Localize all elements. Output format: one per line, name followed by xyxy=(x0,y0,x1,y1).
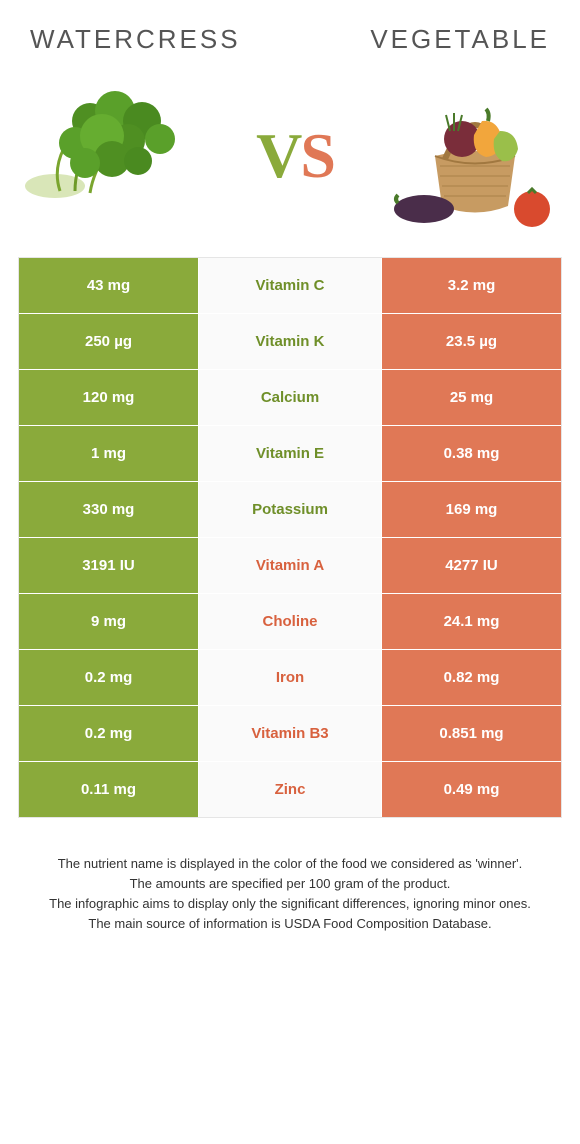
hero-row: VS xyxy=(18,81,562,257)
table-row: 120 mgCalcium25 mg xyxy=(19,370,561,426)
footer-line: The nutrient name is displayed in the co… xyxy=(42,854,538,874)
left-value: 120 mg xyxy=(19,370,199,425)
vs-v: V xyxy=(256,120,300,191)
left-value: 43 mg xyxy=(19,258,199,313)
right-value: 4277 IU xyxy=(381,538,561,593)
left-value: 0.2 mg xyxy=(19,706,199,761)
table-row: 0.2 mgIron0.82 mg xyxy=(19,650,561,706)
right-value: 3.2 mg xyxy=(381,258,561,313)
left-value: 250 µg xyxy=(19,314,199,369)
right-value: 0.38 mg xyxy=(381,426,561,481)
left-title: Watercress xyxy=(30,24,241,55)
right-value: 0.49 mg xyxy=(381,762,561,817)
nutrient-name: Potassium xyxy=(199,482,381,537)
left-value: 9 mg xyxy=(19,594,199,649)
table-row: 330 mgPotassium169 mg xyxy=(19,482,561,538)
table-row: 43 mgVitamin C3.2 mg xyxy=(19,258,561,314)
vs-s: S xyxy=(300,120,334,191)
right-value: 24.1 mg xyxy=(381,594,561,649)
left-value: 1 mg xyxy=(19,426,199,481)
nutrient-table: 43 mgVitamin C3.2 mg250 µgVitamin K23.5 … xyxy=(18,257,562,818)
nutrient-name: Zinc xyxy=(199,762,381,817)
right-value: 23.5 µg xyxy=(381,314,561,369)
table-row: 250 µgVitamin K23.5 µg xyxy=(19,314,561,370)
table-row: 1 mgVitamin E0.38 mg xyxy=(19,426,561,482)
footer-line: The main source of information is USDA F… xyxy=(42,914,538,934)
infographic-container: Watercress Vegetable V xyxy=(0,0,580,935)
nutrient-name: Iron xyxy=(199,650,381,705)
right-value: 169 mg xyxy=(381,482,561,537)
vegetable-basket-image xyxy=(390,81,560,231)
table-row: 0.2 mgVitamin B30.851 mg xyxy=(19,706,561,762)
nutrient-name: Vitamin C xyxy=(199,258,381,313)
table-row: 0.11 mgZinc0.49 mg xyxy=(19,762,561,818)
nutrient-name: Vitamin E xyxy=(199,426,381,481)
table-row: 3191 IUVitamin A4277 IU xyxy=(19,538,561,594)
left-value: 330 mg xyxy=(19,482,199,537)
nutrient-name: Vitamin A xyxy=(199,538,381,593)
nutrient-name: Vitamin K xyxy=(199,314,381,369)
footer-notes: The nutrient name is displayed in the co… xyxy=(18,854,562,935)
left-value: 0.2 mg xyxy=(19,650,199,705)
left-value: 0.11 mg xyxy=(19,762,199,817)
vs-label: VS xyxy=(256,119,334,193)
nutrient-name: Calcium xyxy=(199,370,381,425)
watercress-image xyxy=(20,81,200,231)
footer-line: The amounts are specified per 100 gram o… xyxy=(42,874,538,894)
right-value: 0.851 mg xyxy=(381,706,561,761)
left-value: 3191 IU xyxy=(19,538,199,593)
nutrient-name: Vitamin B3 xyxy=(199,706,381,761)
right-title: Vegetable xyxy=(370,24,550,55)
nutrient-name: Choline xyxy=(199,594,381,649)
footer-line: The infographic aims to display only the… xyxy=(42,894,538,914)
table-row: 9 mgCholine24.1 mg xyxy=(19,594,561,650)
right-value: 25 mg xyxy=(381,370,561,425)
right-value: 0.82 mg xyxy=(381,650,561,705)
title-row: Watercress Vegetable xyxy=(18,24,562,55)
